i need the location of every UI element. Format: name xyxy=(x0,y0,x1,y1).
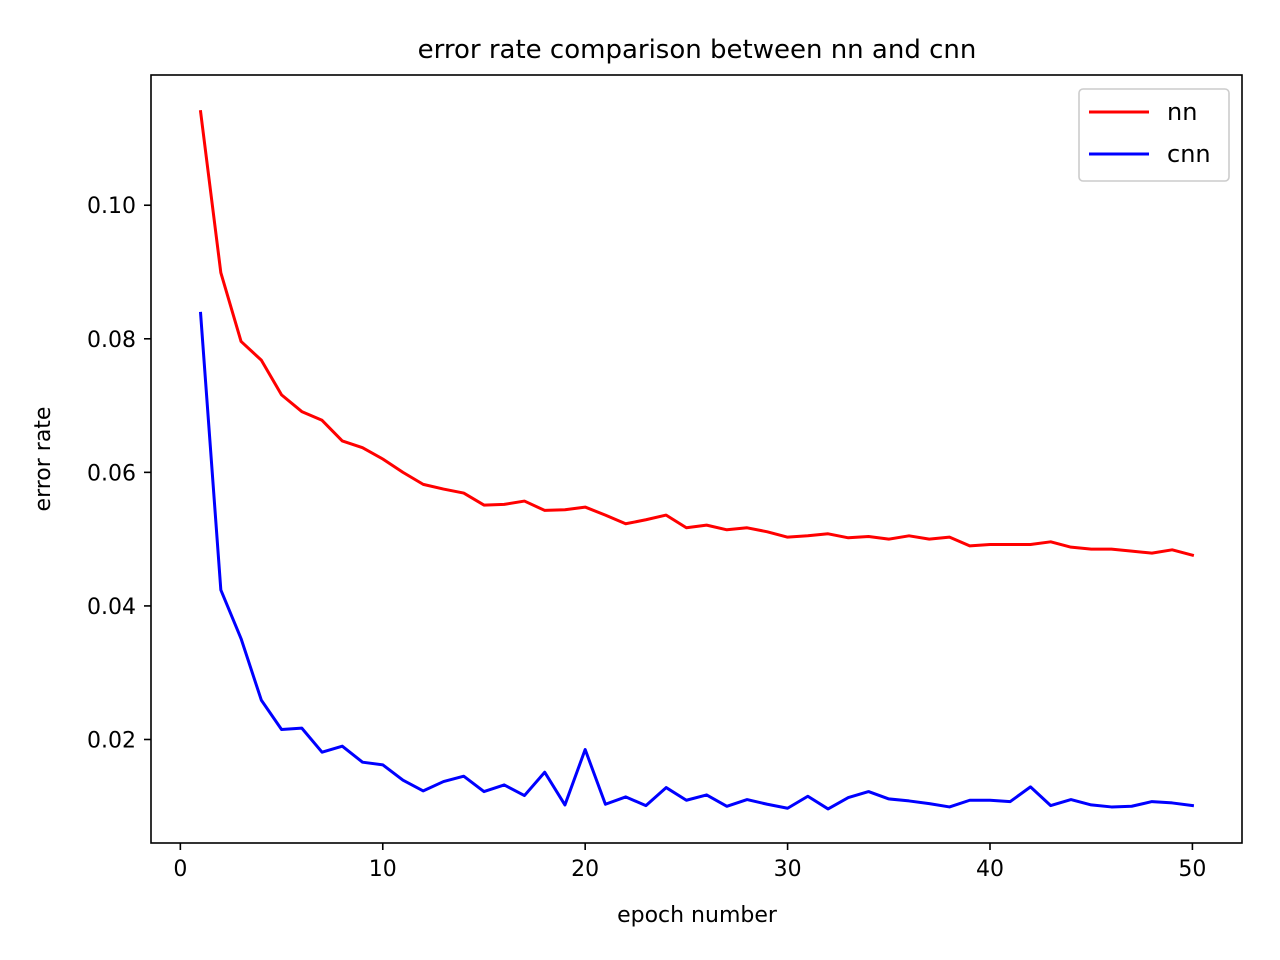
x-tick-label: 20 xyxy=(571,857,599,882)
y-tick-label: 0.04 xyxy=(87,595,136,620)
y-tick-label: 0.02 xyxy=(87,728,136,753)
y-tick-label: 0.08 xyxy=(87,328,136,353)
x-tick-label: 0 xyxy=(173,857,187,882)
y-axis-ticks: 0.02 0.04 0.06 0.08 0.10 xyxy=(87,194,151,753)
series-layer xyxy=(198,110,1195,811)
chart-title: error rate comparison between nn and cnn xyxy=(418,35,977,65)
legend: nn cnn xyxy=(1078,88,1230,182)
legend-label-cnn: cnn xyxy=(1167,140,1211,168)
x-tick-label: 30 xyxy=(774,857,802,882)
plot-area-frame xyxy=(150,74,1243,844)
y-axis-label: error rate xyxy=(31,407,56,512)
y-tick-label: 0.10 xyxy=(87,194,136,219)
series-line-cnn xyxy=(198,311,1195,811)
series-line-nn xyxy=(198,110,1195,558)
y-tick-label: 0.06 xyxy=(87,461,136,486)
x-tick-label: 40 xyxy=(976,857,1004,882)
x-tick-label: 50 xyxy=(1178,857,1206,882)
legend-label-nn: nn xyxy=(1167,98,1197,126)
x-axis-ticks: 0 10 20 30 40 50 xyxy=(173,843,1206,882)
x-axis-label: epoch number xyxy=(617,903,778,928)
x-tick-label: 10 xyxy=(369,857,397,882)
